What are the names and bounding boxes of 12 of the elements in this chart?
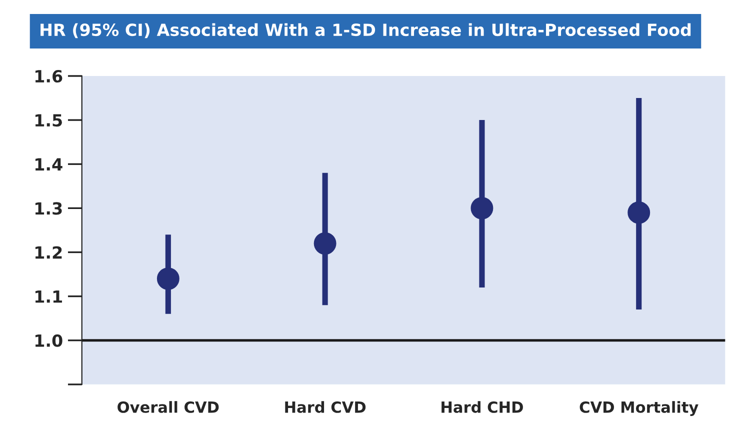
y-tick-label: 1.4 bbox=[35, 158, 62, 170]
x-tick-label: CVD Mortality bbox=[580, 401, 698, 416]
y-tick-label: 1.3 bbox=[35, 202, 62, 215]
y-tick-label: 1.1 bbox=[35, 290, 62, 303]
chart-title: HR (95% CI) Associated With a 1-SD Increase in Ultra-Processed Food bbox=[40, 23, 691, 38]
y-tick-label: 1.5 bbox=[35, 114, 62, 127]
x-tick-label: Hard CVD bbox=[285, 401, 366, 413]
x-tick-label: Hard CHD bbox=[442, 401, 523, 413]
x-tick-label: Overall CVD bbox=[118, 401, 219, 413]
y-tick-label: 1.6 bbox=[35, 70, 62, 83]
y-tick-label: 1.2 bbox=[35, 246, 62, 259]
text: 1.0 bbox=[35, 334, 62, 347]
